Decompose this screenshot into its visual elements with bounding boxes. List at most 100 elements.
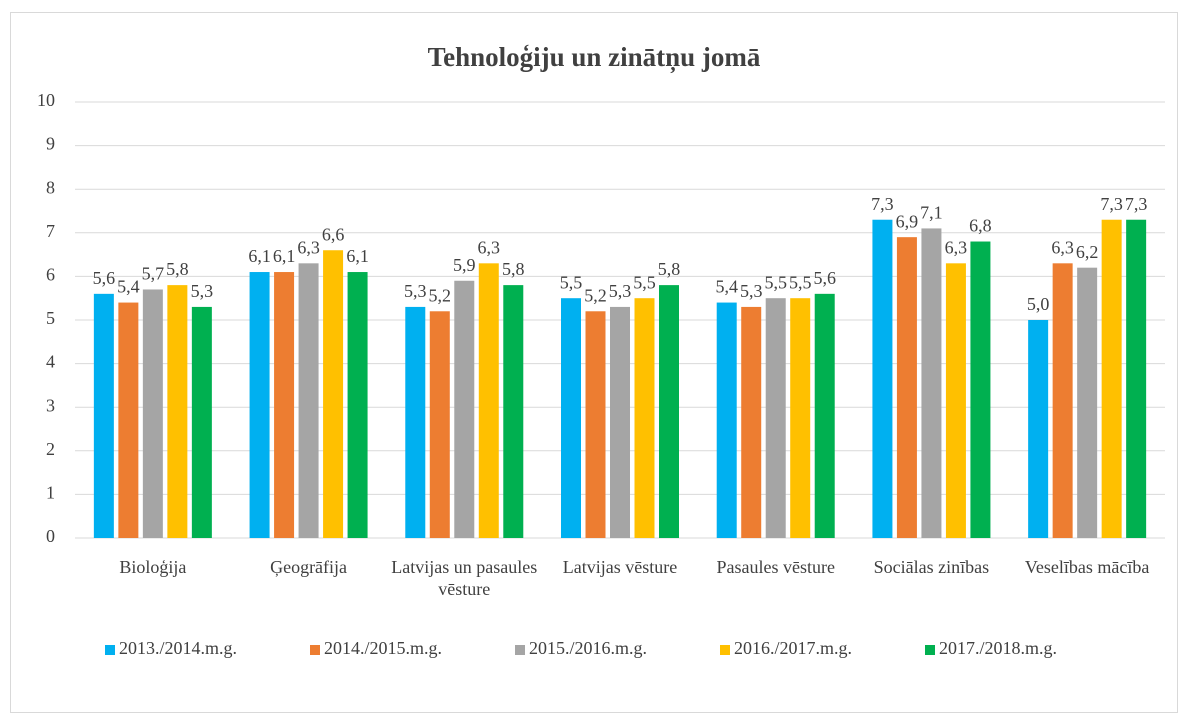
data-label: 5,8 bbox=[658, 259, 681, 279]
bar bbox=[741, 306, 762, 538]
bar bbox=[93, 293, 114, 538]
bar bbox=[659, 285, 679, 538]
x-tick-label: Latvijas un pasaules vēsture bbox=[391, 557, 538, 599]
bar bbox=[716, 302, 737, 538]
bar bbox=[945, 263, 966, 538]
legend-label: 2013./2014.m.g. bbox=[119, 638, 237, 658]
data-label: 6,1 bbox=[346, 246, 369, 266]
x-tick-label: Veselības mācība bbox=[1024, 557, 1150, 577]
data-label: 6,3 bbox=[478, 237, 501, 257]
data-label: 5,4 bbox=[715, 277, 738, 297]
legend-swatch bbox=[515, 645, 525, 655]
y-tick-label: 5 bbox=[46, 308, 55, 328]
y-tick-label: 0 bbox=[46, 526, 55, 546]
data-label: 5,0 bbox=[1027, 294, 1050, 314]
data-label: 5,3 bbox=[404, 281, 427, 301]
bar bbox=[872, 219, 893, 538]
data-label: 5,2 bbox=[584, 285, 607, 305]
bar bbox=[585, 311, 606, 538]
y-tick-label: 10 bbox=[37, 90, 55, 110]
bar bbox=[503, 285, 524, 538]
bar bbox=[1077, 267, 1098, 538]
bar bbox=[921, 228, 942, 538]
bar bbox=[814, 293, 835, 538]
legend-swatch bbox=[720, 645, 730, 655]
data-label: 5,6 bbox=[813, 268, 836, 288]
data-label: 5,9 bbox=[453, 255, 476, 275]
data-label: 5,3 bbox=[609, 281, 632, 301]
data-label: 6,2 bbox=[1076, 242, 1099, 262]
y-tick-label: 1 bbox=[46, 483, 55, 503]
data-label: 6,9 bbox=[896, 211, 919, 231]
y-tick-label: 8 bbox=[46, 177, 55, 197]
y-tick-label: 4 bbox=[46, 352, 55, 372]
bar bbox=[118, 302, 139, 538]
data-label: 5,7 bbox=[142, 264, 165, 284]
data-label: 6,8 bbox=[969, 216, 992, 236]
bar bbox=[610, 306, 630, 538]
data-label: 6,3 bbox=[297, 237, 320, 257]
bar bbox=[323, 250, 344, 539]
bar bbox=[454, 280, 475, 538]
data-label: 6,3 bbox=[1051, 237, 1074, 257]
data-label: 5,5 bbox=[764, 272, 787, 292]
legend-label: 2014./2015.m.g. bbox=[324, 638, 442, 658]
legend-swatch bbox=[310, 645, 320, 655]
x-tick-label: Latvijas vēsture bbox=[562, 557, 678, 577]
data-label: 5,3 bbox=[191, 281, 214, 301]
bar bbox=[429, 311, 450, 538]
data-label: 5,6 bbox=[93, 268, 116, 288]
bar bbox=[561, 298, 581, 538]
legend-label: 2016./2017.m.g. bbox=[734, 638, 852, 658]
bar bbox=[970, 241, 991, 538]
y-tick-label: 7 bbox=[46, 221, 55, 241]
legend-swatch bbox=[105, 645, 115, 655]
bar bbox=[191, 306, 212, 538]
bar bbox=[1052, 263, 1073, 538]
y-tick-label: 9 bbox=[46, 134, 55, 154]
y-tick-label: 2 bbox=[46, 439, 55, 459]
data-label: 5,3 bbox=[740, 281, 763, 301]
legend-label: 2015./2016.m.g. bbox=[529, 638, 647, 658]
legend-swatch bbox=[925, 645, 935, 655]
bar bbox=[790, 298, 811, 538]
bar bbox=[634, 298, 655, 538]
x-tick-label: Pasaules vēsture bbox=[716, 557, 835, 577]
bar bbox=[1028, 320, 1049, 538]
x-tick-label: Bioloģija bbox=[119, 557, 187, 577]
chart-title: Tehnoloģiju un zinātņu jomā bbox=[428, 42, 761, 74]
bar bbox=[1101, 219, 1122, 538]
bar bbox=[1126, 219, 1147, 538]
data-label: 5,5 bbox=[560, 272, 583, 292]
bar bbox=[142, 289, 163, 538]
y-tick-label: 3 bbox=[46, 395, 55, 415]
data-label: 5,5 bbox=[789, 272, 812, 292]
bar bbox=[765, 298, 786, 538]
data-label: 7,1 bbox=[920, 203, 943, 223]
data-label: 7,3 bbox=[1125, 194, 1148, 214]
data-label: 6,3 bbox=[945, 237, 968, 257]
bar bbox=[405, 306, 426, 538]
bar bbox=[478, 263, 499, 538]
bar bbox=[298, 263, 319, 538]
bar bbox=[274, 272, 295, 538]
data-label: 7,3 bbox=[871, 194, 894, 214]
legend-label: 2017./2018.m.g. bbox=[939, 638, 1057, 658]
bar bbox=[896, 237, 917, 538]
bar bbox=[347, 272, 368, 538]
data-label: 6,6 bbox=[322, 224, 345, 244]
x-tick-label: Sociālas zinības bbox=[873, 557, 990, 577]
bar bbox=[167, 285, 188, 538]
bar bbox=[249, 272, 270, 538]
data-label: 5,4 bbox=[117, 277, 140, 297]
data-label: 5,8 bbox=[502, 259, 525, 279]
x-tick-label: Ģeogrāfija bbox=[270, 557, 348, 577]
data-label: 5,8 bbox=[166, 259, 189, 279]
data-label: 7,3 bbox=[1100, 194, 1123, 214]
data-label: 6,1 bbox=[248, 246, 271, 266]
data-label: 5,5 bbox=[633, 272, 656, 292]
data-label: 5,2 bbox=[429, 285, 452, 305]
data-label: 6,1 bbox=[273, 246, 296, 266]
